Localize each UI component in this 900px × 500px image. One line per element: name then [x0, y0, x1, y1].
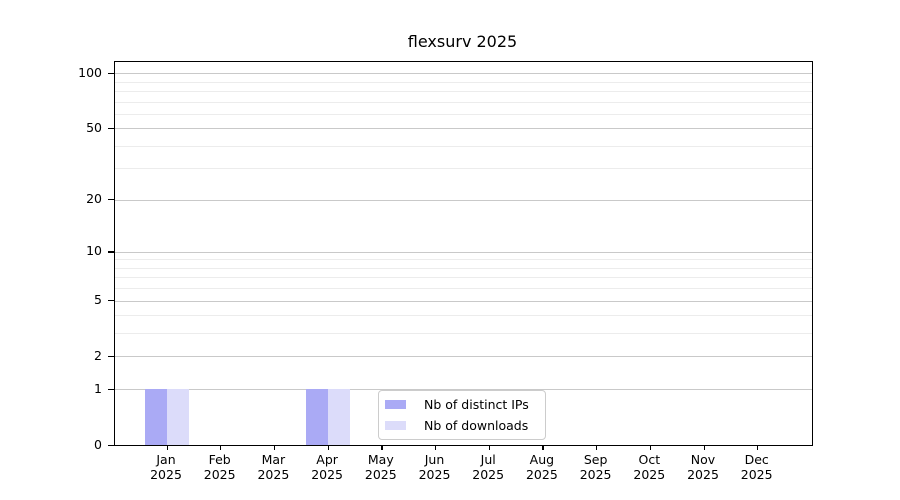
- bar-downloads: [328, 389, 351, 445]
- y-axis-tick: [108, 127, 114, 129]
- minor-gridline: [115, 81, 812, 83]
- x-axis-tick-label: Apr 2025: [311, 452, 343, 482]
- legend-swatch-downloads: [385, 421, 406, 430]
- minor-gridline: [115, 90, 812, 92]
- minor-gridline: [115, 145, 812, 147]
- bar-distinct-ips: [145, 389, 167, 445]
- y-axis-tick: [108, 251, 114, 253]
- y-axis-tick-label: 0: [94, 436, 102, 452]
- x-axis-tick: [703, 445, 705, 450]
- y-axis-tick: [108, 199, 114, 201]
- legend: Nb of distinct IPs Nb of downloads: [378, 390, 546, 440]
- y-axis-tick-label: 10: [86, 243, 102, 259]
- y-axis-tick-label: 1: [94, 380, 102, 396]
- y-axis-tick: [108, 388, 114, 390]
- y-axis-tick-label: 2: [94, 347, 102, 363]
- legend-label-distinct-ips: Nb of distinct IPs: [424, 396, 529, 412]
- x-axis-tick-label: Oct 2025: [633, 452, 666, 482]
- y-axis-tick: [108, 444, 114, 446]
- x-axis-tick: [166, 445, 168, 450]
- major-gridline: [115, 356, 812, 358]
- x-axis-tick-label: Aug 2025: [525, 452, 558, 482]
- legend-label-downloads: Nb of downloads: [424, 417, 529, 433]
- x-axis-tick: [220, 445, 222, 450]
- x-axis-tick: [435, 445, 437, 450]
- x-axis-tick-label: Feb 2025: [203, 452, 236, 482]
- x-axis-tick-label: Dec 2025: [740, 452, 773, 482]
- x-axis-tick-label: Jul 2025: [472, 452, 505, 482]
- minor-gridline: [115, 288, 812, 290]
- legend-swatch-distinct-ips: [385, 400, 406, 409]
- minor-gridline: [115, 259, 812, 261]
- chart-title: flexsurv 2025: [407, 32, 518, 51]
- y-axis-tick: [108, 355, 114, 358]
- x-axis-tick: [649, 445, 652, 450]
- x-axis-tick: [327, 445, 329, 450]
- legend-item-distinct-ips: Nb of distinct IPs: [385, 396, 537, 413]
- x-axis-tick-label: Mar 2025: [257, 452, 290, 482]
- x-axis-tick: [757, 445, 759, 450]
- x-axis-tick: [381, 445, 383, 450]
- major-gridline: [115, 389, 812, 391]
- minor-gridline: [115, 113, 812, 115]
- plot-area: Nb of distinct IPs Nb of downloads: [108, 61, 813, 450]
- x-axis-tick: [542, 445, 544, 450]
- x-axis-tick-label: Nov 2025: [687, 452, 719, 482]
- major-gridline: [115, 73, 812, 75]
- x-axis-tick-label: Jun 2025: [418, 452, 451, 482]
- minor-gridline: [115, 168, 812, 170]
- y-axis-tick-label: 50: [86, 119, 102, 135]
- bar-distinct-ips: [306, 389, 329, 445]
- minor-gridline: [115, 333, 812, 335]
- major-gridline: [115, 199, 812, 201]
- x-axis-tick-label: Jan 2025: [150, 452, 182, 482]
- minor-gridline: [115, 267, 812, 269]
- x-axis-tick-label: Sep 2025: [579, 452, 612, 482]
- major-gridline: [115, 251, 812, 253]
- y-axis-tick: [108, 72, 114, 74]
- x-axis-tick-label: May 2025: [364, 452, 397, 482]
- x-axis-tick: [273, 445, 276, 450]
- minor-gridline: [115, 315, 812, 317]
- legend-item-downloads: Nb of downloads: [385, 417, 537, 434]
- x-axis-tick: [596, 445, 598, 450]
- major-gridline: [115, 128, 812, 130]
- y-axis-tick: [108, 300, 114, 302]
- y-axis-tick-label: 20: [86, 191, 102, 207]
- minor-gridline: [115, 277, 812, 279]
- minor-gridline: [115, 101, 812, 103]
- major-gridline: [115, 300, 812, 302]
- bar-downloads: [167, 389, 189, 445]
- x-axis-tick: [488, 445, 490, 450]
- y-axis-tick-label: 5: [94, 292, 102, 308]
- y-axis-tick-label: 100: [78, 64, 102, 80]
